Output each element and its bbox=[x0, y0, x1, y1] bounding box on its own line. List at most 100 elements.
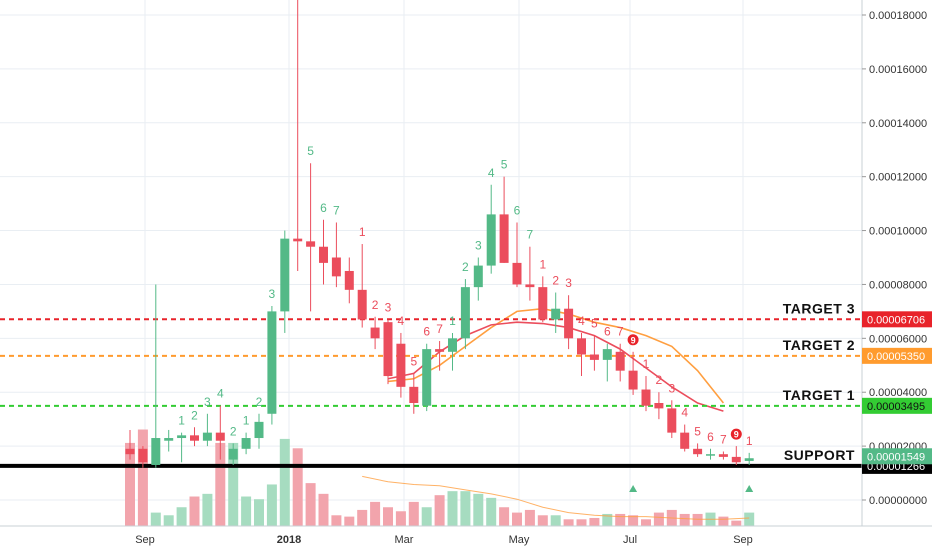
volume-bar bbox=[731, 520, 742, 526]
candle-body bbox=[370, 327, 380, 339]
volume-bar bbox=[383, 507, 393, 526]
volume-bar bbox=[189, 496, 200, 526]
volume-bar bbox=[744, 512, 755, 526]
candle-body bbox=[125, 448, 135, 455]
candle-body bbox=[731, 456, 741, 463]
volume-bar bbox=[653, 512, 664, 526]
candle-body bbox=[641, 389, 651, 406]
count-label: 7 bbox=[436, 322, 443, 336]
candle-body bbox=[357, 289, 367, 320]
candle-body bbox=[473, 265, 483, 288]
candle-body bbox=[164, 438, 174, 441]
count-label: 4 bbox=[488, 166, 495, 180]
volume-bar bbox=[602, 513, 613, 526]
count-label: 6 bbox=[707, 430, 714, 444]
candle-body bbox=[306, 241, 316, 247]
y-tick-label: 0.00004000 bbox=[869, 387, 927, 399]
nine-badge-text: 9 bbox=[734, 430, 739, 440]
candle-body bbox=[331, 257, 341, 277]
count-label: 5 bbox=[307, 144, 314, 158]
y-tick-label: 0.00016000 bbox=[869, 64, 927, 76]
count-label: 6 bbox=[514, 203, 521, 217]
volume-bar bbox=[615, 513, 626, 526]
count-label: 2 bbox=[552, 274, 559, 288]
candle-body bbox=[654, 403, 664, 409]
count-label: 1 bbox=[359, 225, 366, 239]
count-label: 1 bbox=[243, 414, 250, 428]
count-label: 2 bbox=[256, 395, 263, 409]
y-axis-bg bbox=[862, 0, 932, 526]
count-label: 6 bbox=[423, 325, 430, 339]
nine-badge-icon bbox=[627, 334, 639, 346]
candle-body bbox=[409, 386, 419, 403]
count-label: 4 bbox=[398, 314, 405, 328]
candle-body bbox=[254, 421, 264, 439]
y-axis[interactable]: 0.00018000 0.00016000 0.00014000 0.00012000… bbox=[861, 0, 932, 526]
count-label: 5 bbox=[591, 317, 598, 331]
candle-body bbox=[190, 435, 199, 441]
buy-arrow-icon bbox=[745, 485, 754, 492]
candle-body bbox=[138, 448, 148, 463]
candle-body bbox=[525, 284, 535, 288]
candle-body bbox=[319, 246, 328, 263]
level-label: SUPPORT bbox=[784, 447, 855, 463]
candle-body bbox=[435, 349, 445, 352]
count-label: 3 bbox=[565, 276, 572, 290]
volume-bar bbox=[692, 513, 703, 526]
volume-bar bbox=[150, 512, 161, 526]
last-price-tag bbox=[862, 448, 932, 465]
count-label: 4 bbox=[217, 387, 224, 401]
level-label: TARGET 3 bbox=[783, 300, 855, 316]
volume-bar bbox=[254, 499, 264, 526]
candle-body bbox=[706, 454, 715, 456]
volume-bar bbox=[305, 483, 316, 526]
volume-bar bbox=[331, 515, 342, 526]
candle-body bbox=[512, 262, 522, 285]
volume-bar bbox=[228, 442, 239, 526]
count-label: 3 bbox=[385, 300, 392, 314]
level-label: TARGET 1 bbox=[783, 387, 855, 403]
count-label: 1 bbox=[746, 434, 753, 448]
volume-bar bbox=[589, 517, 600, 526]
count-label: 1 bbox=[449, 314, 456, 328]
candle-body bbox=[499, 214, 509, 263]
count-label: 7 bbox=[333, 203, 340, 217]
level-price-text: 0.00006706 bbox=[867, 314, 925, 326]
y-tick-label: 0.00018000 bbox=[869, 10, 927, 22]
y-tick-label: 0.00010000 bbox=[869, 226, 927, 238]
candle-body bbox=[228, 448, 238, 460]
y-tick-label: 0.00012000 bbox=[869, 172, 927, 184]
count-label: 1 bbox=[539, 257, 546, 271]
volume-bar bbox=[563, 519, 574, 526]
candle-body bbox=[422, 349, 432, 406]
candle-body bbox=[693, 448, 703, 455]
level-price-tag bbox=[862, 311, 932, 328]
candle-body bbox=[202, 432, 212, 441]
x-axis[interactable]: Sep 2018 Mar May Jul Sep bbox=[0, 525, 932, 546]
x-tick-label: 2018 bbox=[277, 534, 301, 546]
sequence-counts: 1234212345671234567123456712345671234567… bbox=[178, 144, 754, 492]
candle-body bbox=[215, 432, 225, 441]
volume-bar bbox=[550, 515, 561, 526]
volume-bar bbox=[524, 509, 535, 526]
candle-body bbox=[267, 311, 277, 414]
volume-bar bbox=[266, 484, 277, 526]
volume-bar bbox=[241, 496, 252, 526]
volume-bar bbox=[279, 438, 290, 526]
y-tick-label: 0.00008000 bbox=[869, 279, 927, 291]
candle-body bbox=[177, 435, 187, 439]
count-label: 2 bbox=[230, 424, 237, 438]
candle-body bbox=[577, 338, 586, 355]
count-label: 4 bbox=[578, 314, 585, 328]
count-label: 2 bbox=[462, 260, 469, 274]
candle-body bbox=[448, 338, 457, 352]
candle-body bbox=[383, 322, 393, 377]
candle-body bbox=[396, 343, 406, 387]
level-price-text: 0.00005350 bbox=[867, 351, 925, 363]
volume-bar bbox=[318, 493, 329, 526]
y-tick-label: 0.00014000 bbox=[869, 118, 927, 130]
level-price-text: 0.00003495 bbox=[867, 401, 925, 413]
x-tick-label: Sep bbox=[733, 534, 753, 546]
